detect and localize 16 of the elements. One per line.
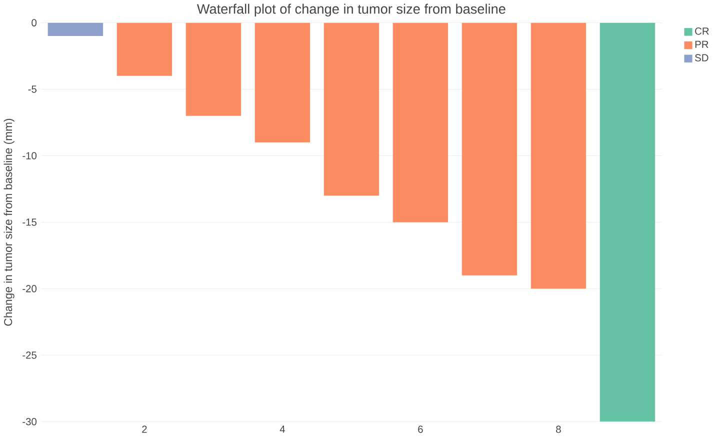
legend-label: SD [695, 54, 708, 62]
chart-title: Waterfall plot of change in tumor size from baseline [196, 4, 506, 17]
y-tick-label: -10 [22, 152, 37, 160]
legend-label: CR [695, 28, 709, 35]
y-tick-label: 0 [32, 19, 37, 27]
y-axis-title: Change in tumor size from baseline (mm) [4, 119, 14, 326]
y-tick-label: -25 [22, 352, 36, 359]
legend-label: PR [695, 41, 708, 48]
x-tick-label: 4 [280, 426, 285, 433]
y-tick-label: -5 [28, 86, 36, 93]
y-tick-label: -15 [22, 218, 36, 226]
y-tick-label: -20 [22, 285, 37, 292]
y-tick-label: -30 [22, 418, 37, 426]
x-tick-label: 6 [418, 426, 423, 434]
x-tick-label: 2 [142, 426, 147, 433]
x-tick-label: 8 [556, 426, 561, 434]
